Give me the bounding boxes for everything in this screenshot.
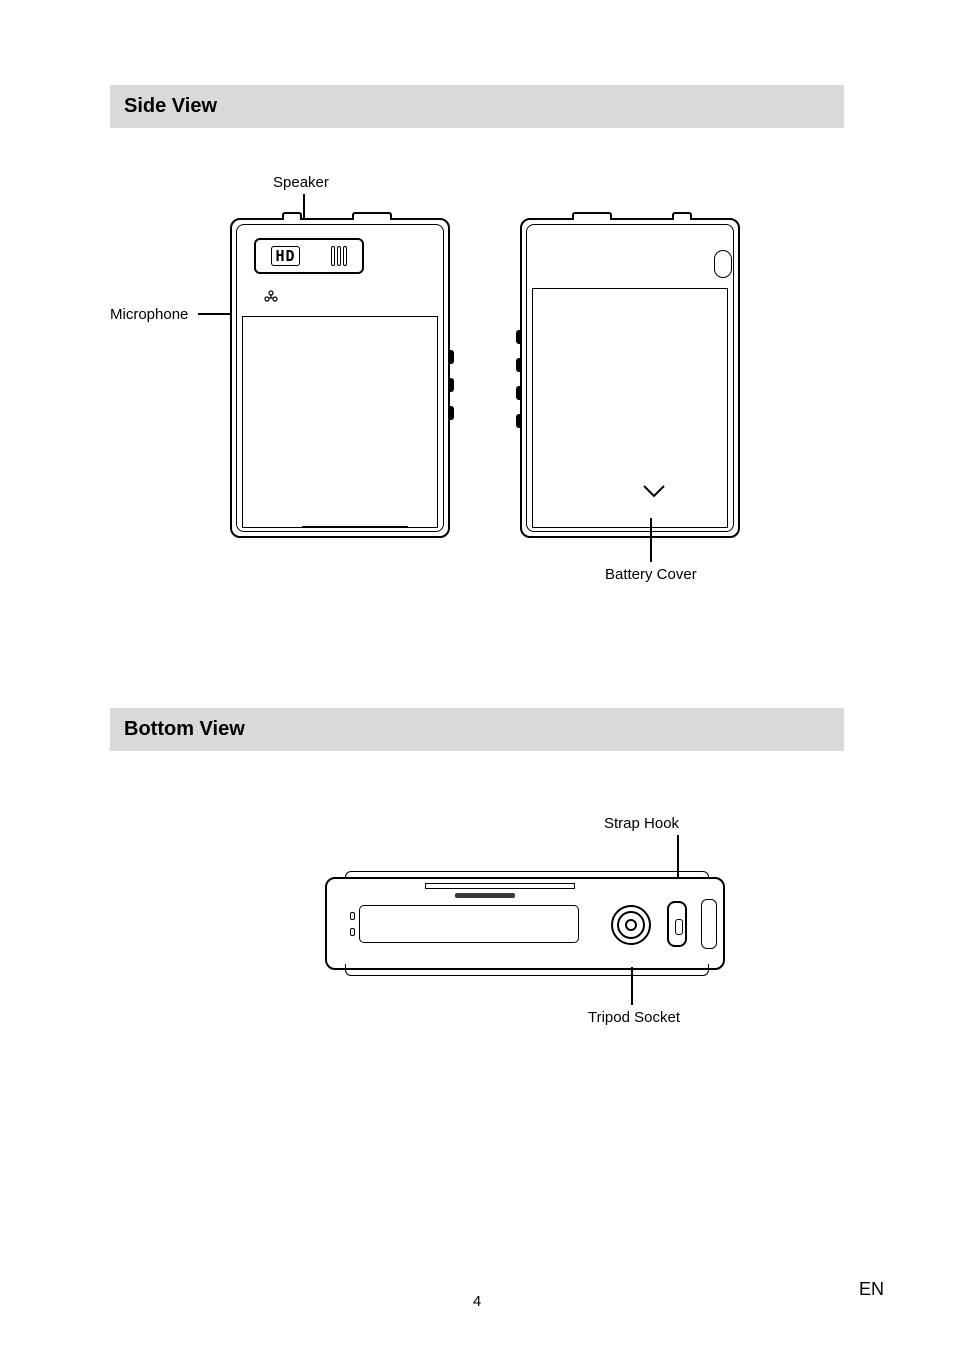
slot-screw-icon xyxy=(350,928,355,936)
side-view-title: Side View xyxy=(124,95,217,117)
device-panel xyxy=(242,316,438,528)
battery-cover-leader xyxy=(650,518,652,562)
side-button-icon xyxy=(516,330,522,344)
bottom-view-title: Bottom View xyxy=(124,718,245,740)
top-bump-icon xyxy=(672,212,692,220)
strap-hook-icon xyxy=(667,901,687,947)
section-header-side-view: Side View xyxy=(110,85,844,128)
strap-hook-label: Strap Hook xyxy=(604,815,679,832)
device-notch-icon xyxy=(455,893,515,898)
device-bottom xyxy=(325,871,725,976)
device-side-left: HD xyxy=(230,218,450,538)
tripod-socket-leader xyxy=(631,967,633,1005)
side-button-icon xyxy=(516,358,522,372)
side-button-icon xyxy=(516,386,522,400)
microphone-label: Microphone xyxy=(110,306,188,323)
top-bump-icon xyxy=(282,212,302,220)
hd-text: HD xyxy=(271,246,299,266)
top-bump-icon xyxy=(352,212,392,220)
battery-slot-icon xyxy=(359,905,579,943)
side-button-icon xyxy=(448,378,454,392)
slot-screw-icon xyxy=(350,912,355,920)
top-bump-icon xyxy=(572,212,612,220)
microphone-icon xyxy=(264,290,278,304)
speaker-grill-icon xyxy=(331,246,347,266)
device-side-right xyxy=(520,218,740,538)
language-code: EN xyxy=(859,1279,884,1300)
page-number: 4 xyxy=(473,1293,481,1310)
device-seam xyxy=(302,526,408,532)
tripod-socket-icon xyxy=(611,905,651,945)
tripod-ring-icon xyxy=(617,911,645,939)
side-button-icon xyxy=(516,414,522,428)
battery-cover-label: Battery Cover xyxy=(605,566,697,583)
device-panel xyxy=(532,288,728,528)
section-header-bottom-view: Bottom View xyxy=(110,708,844,751)
battery-cover-arrow-icon xyxy=(642,484,666,500)
bottom-view-diagram: Strap Hook Tripod Socket xyxy=(110,791,844,1091)
hd-badge: HD xyxy=(254,238,364,274)
page: Side View Speaker Microphone HD xyxy=(0,0,954,1350)
device-topbar xyxy=(425,883,575,889)
device-end-icon xyxy=(701,899,717,949)
side-button-icon xyxy=(448,406,454,420)
page-footer: 4 xyxy=(0,1293,954,1310)
speaker-label: Speaker xyxy=(273,174,329,191)
side-view-diagram: Speaker Microphone HD xyxy=(110,168,844,648)
side-button-icon xyxy=(448,350,454,364)
device-shell-bottom xyxy=(345,964,709,976)
tripod-socket-label: Tripod Socket xyxy=(588,1009,680,1026)
tripod-center-icon xyxy=(625,919,637,931)
lens-handle-icon xyxy=(714,250,732,278)
